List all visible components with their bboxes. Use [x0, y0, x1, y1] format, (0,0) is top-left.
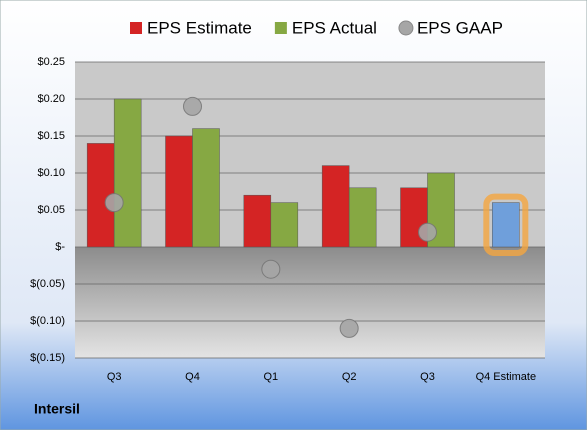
legend-text: EPS Actual — [292, 18, 377, 37]
x-tick-label: Q1 — [263, 371, 278, 383]
x-tick-label: Q2 — [342, 371, 357, 383]
y-tick-label: $0.10 — [37, 167, 65, 179]
y-tick-label: $(0.10) — [30, 315, 65, 327]
x-tick-label: Q3 — [420, 371, 435, 383]
bar — [243, 194, 272, 248]
gaap-point — [104, 193, 124, 213]
plot-area-positive — [75, 62, 545, 247]
legend-marker — [274, 22, 287, 34]
y-tick-label: $0.20 — [37, 93, 65, 105]
footer: Intersil — [34, 401, 80, 417]
legend-text: EPS Estimate — [147, 18, 252, 37]
bar — [165, 135, 193, 248]
bar — [270, 202, 299, 248]
y-tick-label: $0.05 — [37, 204, 65, 216]
legend-marker — [130, 22, 142, 34]
y-tick-label: $(0.05) — [30, 278, 65, 290]
bar — [321, 165, 350, 248]
legend-text: EPS GAAP — [417, 18, 503, 37]
y-tick-label: $- — [55, 241, 65, 253]
gaap-point — [418, 222, 437, 242]
legend-marker — [398, 20, 414, 36]
bar — [192, 128, 220, 248]
y-tick-label: $0.15 — [37, 130, 65, 142]
x-tick-label: Q3 — [107, 371, 122, 383]
y-tick-label: $0.25 — [37, 56, 65, 68]
bar — [348, 187, 377, 248]
y-tick-label: $(0.15) — [30, 352, 65, 364]
gaap-point — [183, 96, 202, 116]
x-tick-label: Q4 — [185, 371, 200, 383]
bar-glow — [483, 193, 529, 257]
bar — [492, 202, 520, 248]
gaap-point — [339, 318, 359, 338]
plot-area-negative — [75, 247, 545, 358]
x-tick-label: Q4 Estimate — [476, 371, 537, 383]
bar — [113, 98, 142, 248]
gaap-point — [261, 259, 281, 279]
